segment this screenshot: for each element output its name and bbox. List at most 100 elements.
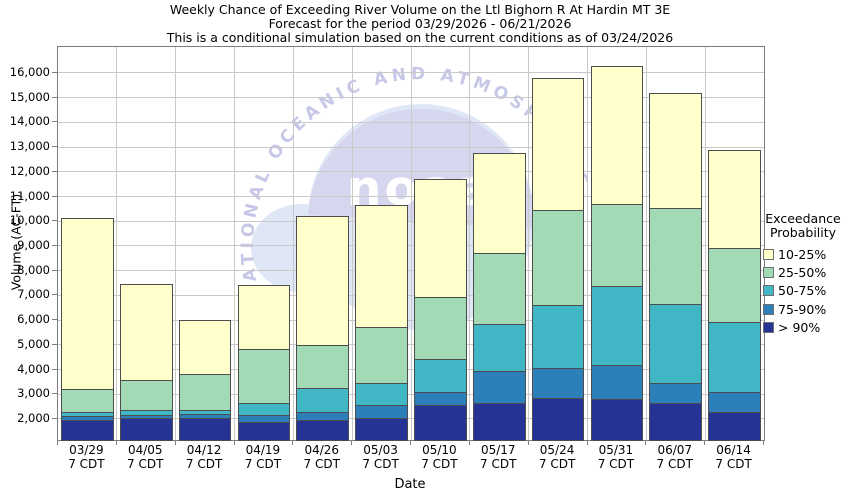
legend-entry-5075: 50-75% xyxy=(758,282,848,300)
x-tick-date: 03/29 xyxy=(69,443,104,457)
bar-05-31-segment-7590 xyxy=(590,364,644,401)
legend-title-line2: Probability xyxy=(769,225,837,240)
x-tick-label-05-03: 05/03 7 CDT xyxy=(352,443,410,471)
bar-06-07-segment-5075 xyxy=(649,304,703,385)
x-tick-time: 7 CDT xyxy=(244,456,282,471)
bar-05-31-segment-1025 xyxy=(590,66,644,205)
bar-05-31-segment-5075 xyxy=(590,285,644,366)
bar-05-10-segment-2550 xyxy=(414,296,467,360)
y-tick-label-8000: 8,000 xyxy=(17,262,50,277)
x-tick-date: 06/07 xyxy=(657,443,693,457)
bar-05-17-segment-2550 xyxy=(472,253,526,325)
bar-05-24-segment-5075 xyxy=(531,305,585,370)
y-tick-mark xyxy=(52,269,57,271)
bar-04-19-segment-2550 xyxy=(237,348,291,404)
x-tick-mark xyxy=(351,440,353,445)
legend-swatch xyxy=(763,248,774,260)
x-tick-mark xyxy=(645,440,647,445)
x-tick-date: 04/05 xyxy=(127,443,163,457)
bar-04-19-segment-90 xyxy=(237,422,291,441)
x-tick-date: 06/14 xyxy=(716,443,751,457)
y-tick-mark xyxy=(52,319,57,321)
bar-04-19-segment-5075 xyxy=(237,402,291,417)
legend-swatch xyxy=(763,267,774,279)
bar-05-03-segment-90 xyxy=(355,417,408,441)
legend-entry-2550: 25-50% xyxy=(758,263,848,281)
x-gridline xyxy=(469,47,471,440)
y-tick-label-10000: 10,000 xyxy=(9,213,50,228)
bar-05-10-segment-5075 xyxy=(414,358,467,394)
bar-06-07-segment-90 xyxy=(649,402,703,441)
legend-label: 25-50% xyxy=(778,265,827,281)
bar-05-17-segment-5075 xyxy=(472,323,526,372)
x-tick-time: 7 CDT xyxy=(362,456,399,471)
y-tick-label-9000: 9,000 xyxy=(17,237,50,252)
bar-05-17-segment-7590 xyxy=(472,370,526,405)
x-tick-mark xyxy=(468,440,470,445)
y-tick-mark xyxy=(52,146,57,148)
bar-05-10-segment-90 xyxy=(414,405,467,441)
bar-04-12-segment-2550 xyxy=(178,374,232,412)
bar-06-07-segment-1025 xyxy=(649,92,703,209)
bar-04-19-segment-7590 xyxy=(237,415,291,424)
bar-05-03-segment-7590 xyxy=(355,405,408,419)
legend-entry-1025: 10-25% xyxy=(758,245,848,263)
y-tick-mark xyxy=(52,96,57,98)
legend-swatch xyxy=(763,303,774,315)
y-tick-label-12000: 12,000 xyxy=(9,163,50,178)
x-tick-date: 05/17 xyxy=(480,443,516,457)
x-tick-mark xyxy=(704,440,706,445)
bar-05-24-segment-1025 xyxy=(531,77,585,212)
x-tick-label-05-10: 05/10 7 CDT xyxy=(410,443,468,471)
x-tick-time: 7 CDT xyxy=(480,456,517,471)
y-tick-mark xyxy=(52,244,57,246)
bar-05-24-segment-90 xyxy=(531,397,585,441)
y-tick-label-7000: 7,000 xyxy=(17,287,50,302)
x-tick-time: 7 CDT xyxy=(715,456,752,471)
x-tick-label-04-05: 04/05 7 CDT xyxy=(116,443,174,471)
bar-04-12-segment-1025 xyxy=(178,320,232,375)
x-tick-label-03-29: 03/29 7 CDT xyxy=(57,443,115,471)
legend: Exceedance Probability 10-25% 25-50% 50-75… xyxy=(758,212,848,337)
bar-03-29-segment-90 xyxy=(61,419,114,441)
x-tick-label-05-31: 05/31 7 CDT xyxy=(587,443,645,471)
x-tick-time: 7 CDT xyxy=(185,456,223,471)
y-tick-label-14000: 14,000 xyxy=(9,114,50,129)
bar-05-03-segment-2550 xyxy=(355,327,408,385)
y-tick-label-6000: 6,000 xyxy=(17,312,50,327)
y-tick-mark xyxy=(52,121,57,123)
plot-area: noaa NATIONAL OCEANIC AND ATMOSPHERIC xyxy=(57,46,765,441)
bar-03-29-segment-1025 xyxy=(61,217,114,391)
legend-label: 10-25% xyxy=(778,246,827,262)
bar-04-05-segment-90 xyxy=(119,418,173,441)
x-tick-label-05-24: 05/24 7 CDT xyxy=(528,443,586,471)
bar-06-14-segment-1025 xyxy=(708,149,761,250)
legend-swatch xyxy=(763,285,774,297)
legend-entry-90: > 90% xyxy=(758,319,848,337)
y-tick-label-11000: 11,000 xyxy=(9,188,50,203)
bar-06-14-segment-5075 xyxy=(708,321,761,394)
bar-05-31-segment-90 xyxy=(590,399,644,441)
bar-05-24-segment-2550 xyxy=(531,210,585,307)
x-tick-mark xyxy=(410,440,411,445)
y-tick-label-5000: 5,000 xyxy=(17,336,50,351)
bar-05-03-segment-1025 xyxy=(355,205,408,329)
x-tick-label-06-14: 06/14 7 CDT xyxy=(705,443,763,471)
bar-05-17-segment-1025 xyxy=(472,153,526,255)
bar-04-26-segment-2550 xyxy=(296,344,350,390)
bar-04-19-segment-1025 xyxy=(237,284,291,350)
y-tick-mark xyxy=(52,294,57,296)
y-tick-mark xyxy=(52,71,57,73)
y-tick-mark xyxy=(52,417,57,419)
x-tick-date: 05/31 xyxy=(598,443,634,457)
y-tick-label-4000: 4,000 xyxy=(17,361,50,376)
x-tick-date: 05/24 xyxy=(539,443,575,457)
bar-05-17-segment-90 xyxy=(472,403,526,441)
bar-05-10-segment-7590 xyxy=(414,392,467,407)
bar-05-24-segment-7590 xyxy=(531,368,585,399)
bar-06-07-segment-2550 xyxy=(649,207,703,306)
x-tick-time: 7 CDT xyxy=(303,456,340,471)
bar-03-29-segment-2550 xyxy=(61,389,114,413)
y-tick-label-13000: 13,000 xyxy=(9,139,50,154)
